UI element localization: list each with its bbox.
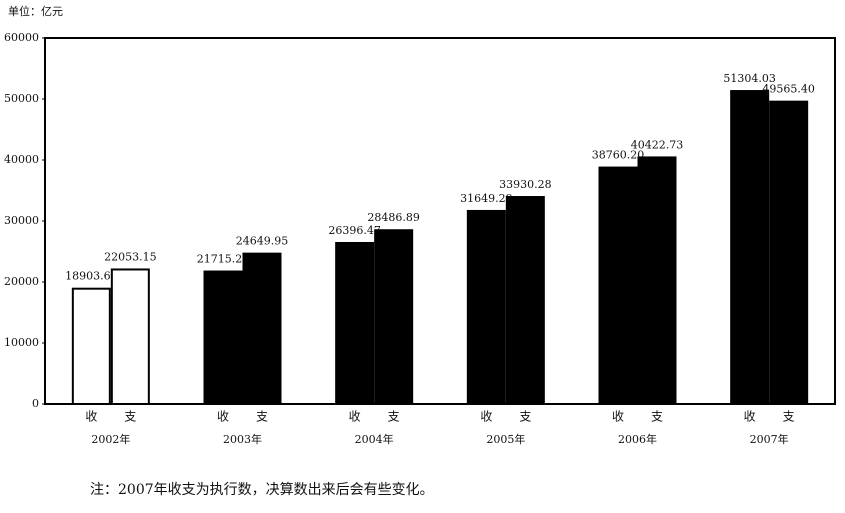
x-tick-label: 2007年: [750, 432, 789, 446]
series-label: 收: [744, 410, 756, 424]
bar: [637, 156, 677, 405]
value-label: 22053.15: [104, 250, 157, 263]
bar: [769, 100, 809, 405]
note: 注：2007年收支为执行数，决算数出来后会有些变化。: [90, 482, 434, 498]
series-label: 收: [349, 410, 361, 424]
x-tick-label: 2006年: [618, 432, 657, 446]
series-label: 支: [388, 410, 400, 424]
bar: [598, 166, 638, 405]
series-label: 支: [783, 410, 795, 424]
value-label: 40422.73: [631, 138, 684, 151]
value-label: 33930.28: [499, 178, 552, 191]
value-label: 24649.95: [236, 235, 289, 248]
bar: [505, 196, 545, 405]
bar: [242, 252, 282, 405]
series-label: 收: [480, 410, 492, 424]
bar: [374, 229, 414, 405]
y-tick-label: 20000: [4, 275, 39, 288]
y-tick-label: 0: [32, 397, 39, 410]
bar: [203, 270, 243, 406]
value-label: 26396.47: [328, 224, 381, 237]
value-label: 28486.89: [367, 211, 420, 224]
value-label: 21715.25: [197, 253, 250, 266]
series-label: 收: [85, 410, 97, 424]
series-label: 支: [124, 410, 136, 424]
series-label: 收: [612, 410, 624, 424]
y-tick-label: 10000: [4, 336, 39, 349]
y-tick-label: 30000: [4, 214, 39, 227]
value-label: 49565.40: [762, 83, 815, 96]
value-label: 38760.20: [592, 149, 645, 162]
x-tick-label: 2003年: [223, 432, 262, 446]
y-tick-label: 50000: [4, 92, 39, 105]
bar: [730, 90, 770, 406]
bar: [466, 209, 506, 405]
plot-frame: [44, 37, 836, 405]
x-tick-label: 2004年: [355, 432, 394, 446]
y-tick-label: 60000: [4, 31, 39, 44]
series-label: 支: [256, 410, 268, 424]
x-tick-label: 2005年: [486, 432, 525, 446]
bar: [110, 268, 150, 406]
y-tick-label: 40000: [4, 153, 39, 166]
value-label: 51304.03: [723, 72, 776, 85]
unit-label: 单位：亿元: [8, 4, 63, 18]
series-label: 收: [217, 410, 229, 424]
series-label: 支: [651, 410, 663, 424]
bar: [71, 287, 111, 406]
value-label: 31649.29: [460, 192, 513, 205]
series-label: 支: [519, 410, 531, 424]
value-label: 18903.64: [65, 270, 118, 283]
bar: [335, 241, 375, 405]
x-tick-label: 2002年: [91, 432, 130, 446]
